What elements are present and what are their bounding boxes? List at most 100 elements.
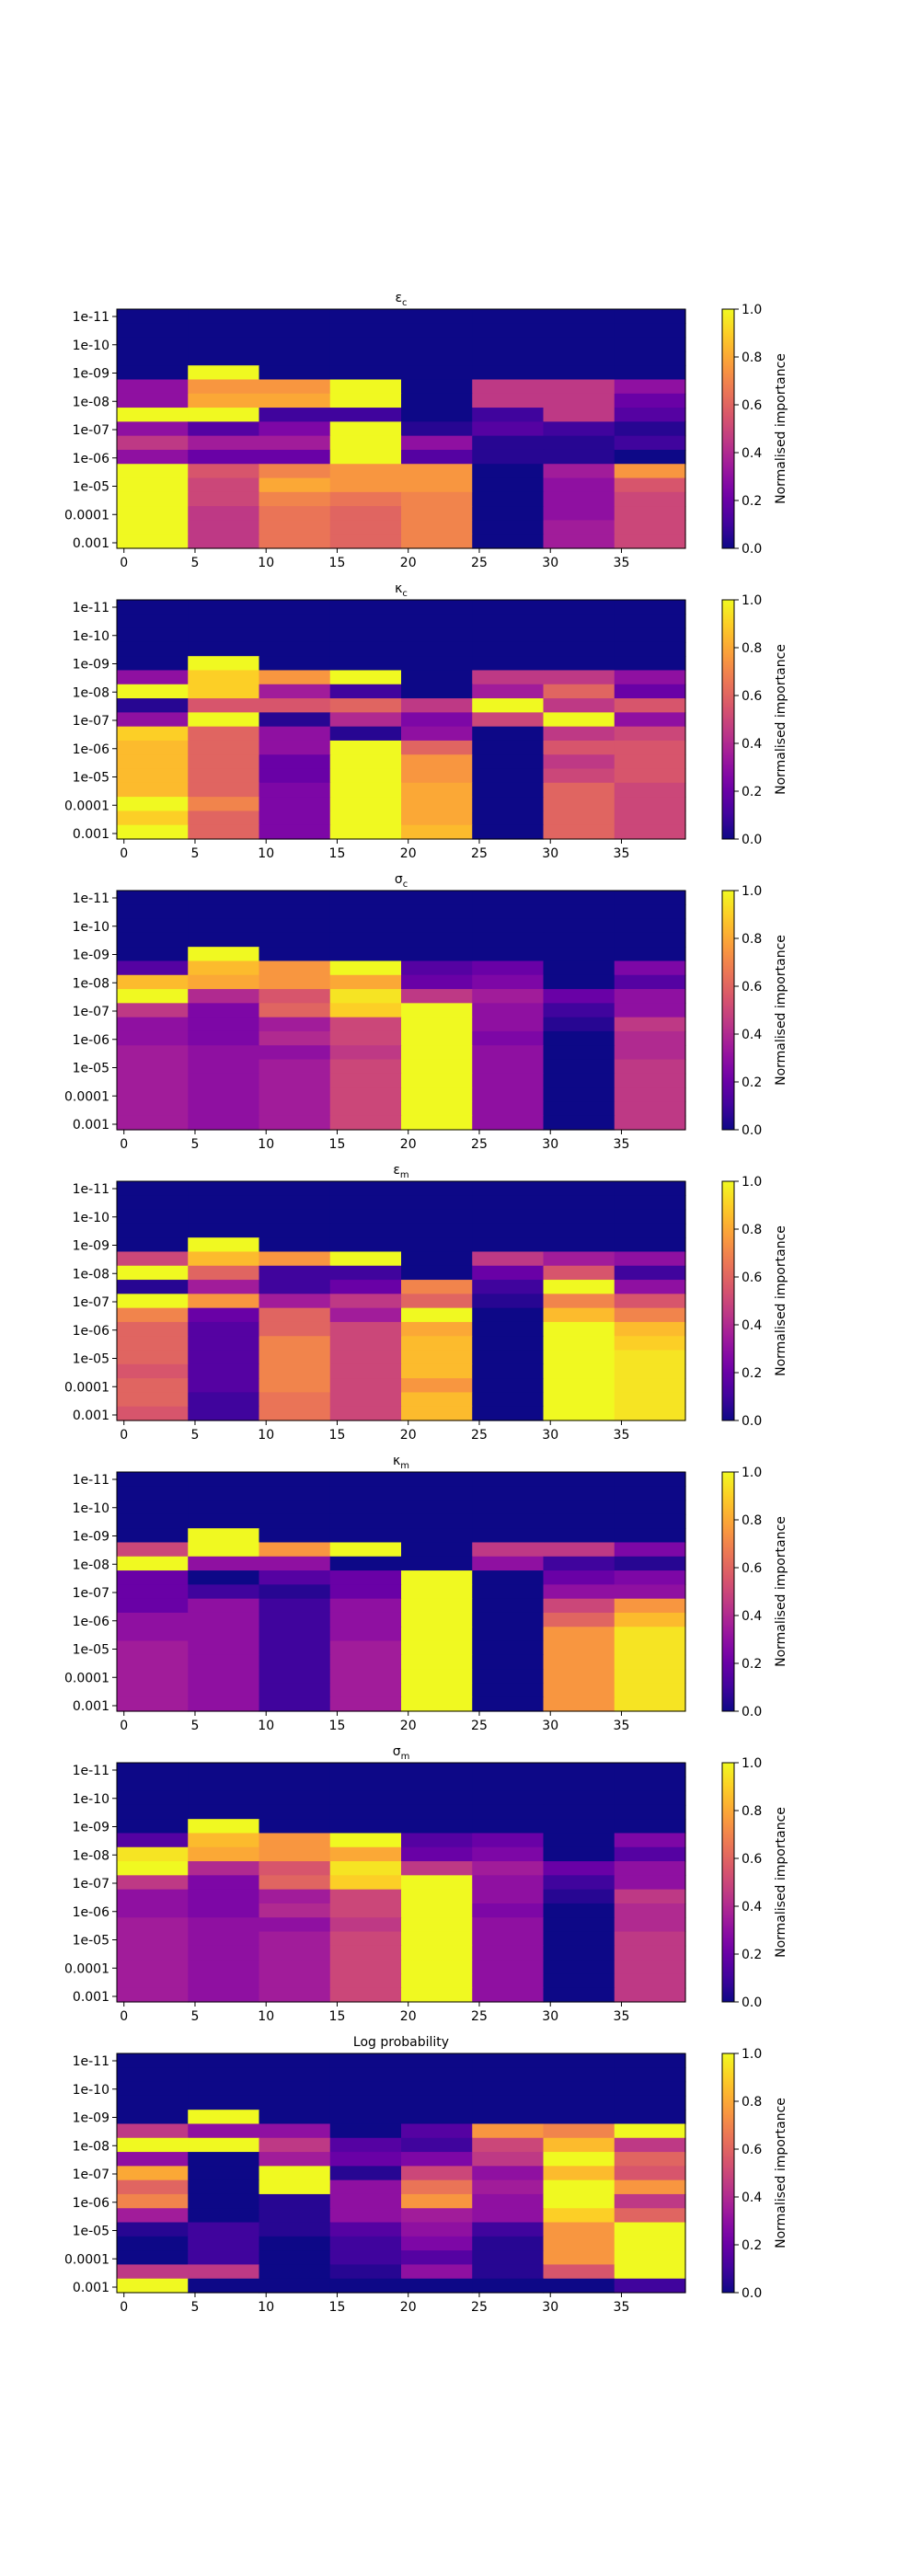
- heatmap-cell: [117, 1627, 189, 1642]
- colorbar-tick-label: 0.6: [742, 398, 762, 413]
- heatmap-cell: [614, 2264, 686, 2280]
- heatmap-cell: [543, 2152, 615, 2167]
- heatmap-cell: [472, 2222, 545, 2237]
- heatmap-cell: [543, 435, 615, 451]
- heatmap-cell: [188, 1237, 260, 1253]
- y-tick-label: 1e-07: [73, 1295, 109, 1310]
- heatmap-cell: [543, 918, 615, 934]
- heatmap-cell: [188, 2264, 260, 2280]
- y-tick-label: 1e-05: [73, 1062, 109, 1076]
- heatmap-cell: [401, 1612, 473, 1627]
- heatmap-cell: [259, 1513, 331, 1529]
- heatmap-cell: [614, 1265, 686, 1281]
- heatmap-cell: [472, 1846, 545, 1862]
- heatmap-cell: [259, 408, 331, 422]
- heatmap-cell: [117, 1696, 189, 1712]
- heatmap-cell: [614, 534, 686, 549]
- heatmap-cell: [614, 1073, 686, 1088]
- heatmap-cell: [188, 1513, 260, 1529]
- heatmap-cell: [259, 520, 331, 535]
- heatmap-cell: [401, 1321, 473, 1337]
- heatmap-cell: [117, 1378, 189, 1394]
- heatmap-cell: [401, 1472, 473, 1487]
- heatmap-cell: [188, 1819, 260, 1834]
- heatmap-cell: [188, 1265, 260, 1281]
- heatmap-cell: [614, 712, 686, 728]
- heatmap-cell: [614, 1790, 686, 1806]
- heatmap-cell: [259, 1960, 331, 1975]
- heatmap-cell: [401, 2193, 473, 2209]
- heatmap-cell: [188, 1195, 260, 1211]
- heatmap-cell: [401, 656, 473, 672]
- heatmap-cell: [329, 1654, 402, 1670]
- heatmap-cell: [188, 1017, 260, 1032]
- heatmap-cell: [188, 2250, 260, 2266]
- heatmap-cell: [614, 1683, 686, 1698]
- heatmap-cell: [614, 506, 686, 522]
- heatmap-cell: [188, 1500, 260, 1515]
- heatmap-cell: [543, 1406, 615, 1421]
- heatmap-cell: [614, 1819, 686, 1834]
- heatmap-cell: [329, 1087, 402, 1103]
- heatmap-cell: [543, 1612, 615, 1627]
- heatmap-cell: [117, 379, 189, 395]
- heatmap-cell: [401, 365, 473, 381]
- heatmap-cell: [259, 393, 331, 408]
- heatmap-cell: [401, 1251, 473, 1267]
- heatmap-cell: [543, 1059, 615, 1075]
- heatmap-cell: [259, 2250, 331, 2266]
- heatmap-cell: [188, 1280, 260, 1294]
- heatmap-cell: [259, 1087, 331, 1103]
- heatmap-cell: [188, 1903, 260, 1918]
- heatmap-cell: [188, 989, 260, 1004]
- heatmap-cell: [614, 1087, 686, 1103]
- heatmap-cell: [614, 824, 686, 840]
- heatmap-cell: [259, 1790, 331, 1806]
- heatmap-cell: [401, 1945, 473, 1961]
- heatmap-cell: [472, 1073, 545, 1088]
- heatmap-cell: [329, 1889, 402, 1904]
- heatmap-cell: [472, 1973, 545, 1989]
- heatmap-cell: [117, 1363, 189, 1379]
- heatmap-cell: [472, 2081, 545, 2097]
- heatmap-cell: [543, 2053, 615, 2068]
- heatmap-cell: [329, 1875, 402, 1891]
- heatmap-cell: [543, 2166, 615, 2181]
- heatmap-cell: [259, 1931, 331, 1947]
- heatmap-cell: [472, 1059, 545, 1075]
- heatmap-cell: [188, 393, 260, 408]
- colorbar-tick-label: 0.8: [742, 1223, 762, 1237]
- heatmap-cell: [117, 960, 189, 976]
- heatmap-cell: [188, 712, 260, 728]
- x-tick-label: 30: [542, 2009, 558, 2024]
- heatmap-cell: [472, 2278, 545, 2294]
- heatmap-cell: [117, 1500, 189, 1515]
- heatmap-cell: [117, 1350, 189, 1365]
- heatmap-cell: [401, 2123, 473, 2139]
- heatmap-cell: [329, 1763, 402, 1777]
- heatmap-cell: [188, 506, 260, 522]
- heatmap-cell: [117, 323, 189, 339]
- heatmap-cell: [329, 1030, 402, 1046]
- heatmap-cell: [614, 1973, 686, 1989]
- heatmap-cell: [543, 932, 615, 948]
- heatmap-cell: [259, 323, 331, 339]
- heatmap-cell: [472, 2264, 545, 2280]
- heatmap-cell: [188, 1654, 260, 1670]
- heatmap-cell: [188, 449, 260, 465]
- heatmap-cell: [117, 641, 189, 657]
- heatmap-cell: [259, 491, 331, 507]
- x-tick-label: 35: [614, 556, 630, 570]
- heatmap-cell: [117, 1223, 189, 1238]
- y-tick-label: 1e-06: [73, 742, 109, 757]
- heatmap-cell: [472, 1683, 545, 1698]
- x-tick-label: 30: [542, 1428, 558, 1443]
- heatmap-cell: [401, 1265, 473, 1281]
- y-tick-label: 0.0001: [64, 1089, 109, 1104]
- heatmap-cell: [259, 365, 331, 381]
- heatmap-cell: [329, 1683, 402, 1698]
- heatmap-cell: [543, 1696, 615, 1712]
- heatmap-cell: [543, 1363, 615, 1379]
- heatmap-cell: [329, 365, 402, 381]
- heatmap-cell: [472, 1307, 545, 1323]
